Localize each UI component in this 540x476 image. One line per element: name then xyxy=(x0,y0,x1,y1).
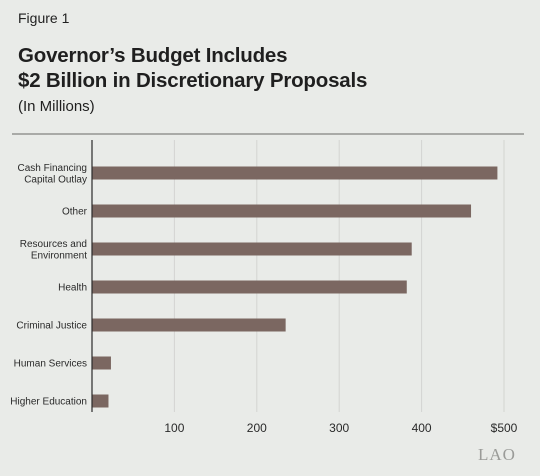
figure-label: Figure 1 xyxy=(18,10,70,26)
bar xyxy=(92,166,498,180)
chart-subtitle: (In Millions) xyxy=(18,98,95,115)
lao-logo: LAO xyxy=(478,445,516,464)
x-tick-label: 300 xyxy=(329,421,349,435)
category-label: Criminal Justice xyxy=(16,321,87,332)
bar xyxy=(92,394,109,408)
bar xyxy=(92,280,407,294)
title-divider xyxy=(12,133,524,135)
category-label: Human Services xyxy=(14,359,87,370)
chart-title-line-1: Governor’s Budget Includes xyxy=(18,44,288,67)
category-label: Cash Financing Capital Outlay xyxy=(18,163,87,186)
x-tick-label: 100 xyxy=(164,421,184,435)
bar xyxy=(92,356,111,370)
x-tick-label: $500 xyxy=(491,421,518,435)
chart-title-line-2: $2 Billion in Discretionary Proposals xyxy=(18,69,368,92)
chart-title: Governor’s Budget Includes $2 Billion in… xyxy=(18,43,367,93)
x-tick-label: 200 xyxy=(247,421,267,435)
bar xyxy=(92,204,472,218)
category-label: Health xyxy=(58,283,87,294)
bar xyxy=(92,242,412,256)
bar-chart: 100 200 300 400 $500 Cash Financing Capital Ou… xyxy=(10,140,518,435)
category-label: Higher Education xyxy=(10,397,87,408)
bar xyxy=(92,318,286,332)
category-label: Other xyxy=(62,207,88,218)
category-label: Resources and Environment xyxy=(20,239,87,262)
x-tick-label: 400 xyxy=(412,421,432,435)
